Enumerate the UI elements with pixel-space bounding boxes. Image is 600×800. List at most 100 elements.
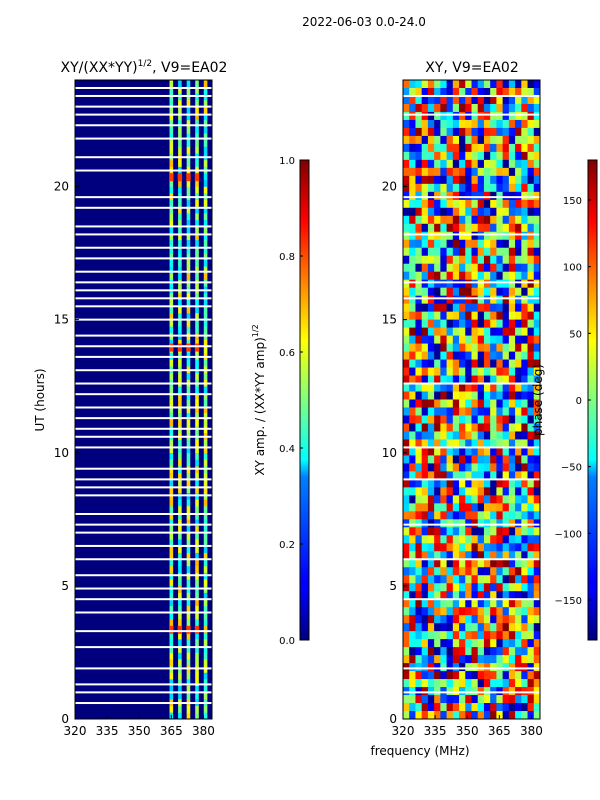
heatmap-cell xyxy=(186,113,191,121)
x-tick-label: 380 xyxy=(192,724,215,738)
heatmap-cell xyxy=(409,575,416,584)
heatmap-cell xyxy=(515,167,522,177)
heatmap-cell xyxy=(521,103,528,113)
heatmap-cell xyxy=(502,295,510,305)
heatmap-cell xyxy=(403,399,410,408)
heatmap-cell xyxy=(496,703,504,712)
heatmap-cell xyxy=(195,273,199,280)
y-tick-label: 10 xyxy=(382,446,397,460)
heatmap-cell xyxy=(403,199,410,209)
heatmap-cell xyxy=(465,543,472,552)
heatmap-cell xyxy=(427,335,435,344)
heatmap-cell xyxy=(496,447,504,456)
right-title: XY, V9=EA02 xyxy=(425,60,519,76)
heatmap-cell xyxy=(527,255,535,265)
heatmap-cell xyxy=(477,591,485,600)
heatmap-cell xyxy=(515,151,522,161)
heatmap-cell xyxy=(496,135,504,145)
heatmap-cell xyxy=(452,375,460,384)
heatmap-cell xyxy=(427,447,435,456)
heatmap-cell xyxy=(452,263,460,273)
heatmap-cell xyxy=(515,439,522,448)
heatmap-cell xyxy=(496,191,504,201)
heatmap-cell xyxy=(440,431,447,440)
heatmap-cell xyxy=(403,335,410,344)
heatmap-cell xyxy=(169,299,174,307)
heatmap-cell xyxy=(515,639,522,648)
heatmap-cell xyxy=(427,599,435,608)
data-gap xyxy=(75,196,212,199)
heatmap-cell xyxy=(533,175,541,185)
heatmap-cell xyxy=(421,159,429,169)
heatmap-cell xyxy=(178,552,182,560)
heatmap-cell xyxy=(483,287,491,297)
heatmap-cell xyxy=(508,167,516,177)
heatmap-cell xyxy=(515,391,522,400)
heatmap-cell xyxy=(521,655,528,664)
heatmap-cell xyxy=(186,559,191,567)
heatmap-cell xyxy=(496,215,504,225)
heatmap-cell xyxy=(521,455,528,464)
heatmap-cell xyxy=(178,139,182,147)
heatmap-cell xyxy=(440,415,447,424)
heatmap-cell xyxy=(521,127,528,137)
heatmap-cell xyxy=(446,511,454,520)
heatmap-cell xyxy=(521,231,528,241)
heatmap-cell xyxy=(434,599,441,608)
heatmap-cell xyxy=(496,239,504,249)
heatmap-cell xyxy=(533,407,541,416)
heatmap-cell xyxy=(527,119,535,129)
heatmap-cell xyxy=(409,303,416,313)
heatmap-cell xyxy=(186,259,191,267)
heatmap-cell xyxy=(521,343,528,352)
heatmap-cell xyxy=(195,99,199,107)
heatmap-cell xyxy=(527,559,535,568)
data-gap xyxy=(75,544,212,547)
data-gap xyxy=(75,156,212,159)
heatmap-cell xyxy=(452,127,460,137)
heatmap-cell xyxy=(203,519,208,527)
heatmap-cell xyxy=(527,639,535,648)
heatmap-cell xyxy=(459,255,466,265)
heatmap-cell xyxy=(521,359,528,368)
heatmap-cell xyxy=(203,253,208,261)
heatmap-cell xyxy=(186,186,191,194)
heatmap-cell xyxy=(446,543,454,552)
heatmap-cell xyxy=(427,607,435,616)
heatmap-cell xyxy=(496,655,504,664)
heatmap-cell xyxy=(533,303,541,313)
heatmap-cell xyxy=(477,303,485,313)
data-gap xyxy=(75,105,212,108)
heatmap-cell xyxy=(508,80,516,89)
heatmap-cell xyxy=(502,495,510,504)
heatmap-cell xyxy=(178,392,182,400)
heatmap-cell xyxy=(465,215,472,225)
heatmap-cell xyxy=(483,695,491,704)
heatmap-cell xyxy=(533,695,541,704)
heatmap-cell xyxy=(203,639,208,647)
heatmap-cell xyxy=(515,471,522,480)
heatmap-cell xyxy=(465,191,472,201)
heatmap-cell xyxy=(203,206,208,214)
heatmap-cell xyxy=(515,519,522,528)
heatmap-cell xyxy=(434,479,441,488)
heatmap-cell xyxy=(483,295,491,305)
heatmap-cell xyxy=(446,135,454,145)
heatmap-cell xyxy=(440,399,447,408)
heatmap-cell xyxy=(186,412,191,420)
heatmap-cell xyxy=(490,655,497,664)
left-title: XY/(XX*YY)1/2, V9=EA02 xyxy=(61,59,228,76)
heatmap-cell xyxy=(496,423,504,432)
heatmap-cell xyxy=(483,135,491,145)
heatmap-cell xyxy=(409,655,416,664)
heatmap-cell xyxy=(459,463,466,472)
heatmap-cell xyxy=(186,359,191,367)
heatmap-cell xyxy=(508,527,516,536)
left-gap-lines xyxy=(75,86,212,705)
heatmap-cell xyxy=(477,335,485,344)
heatmap-cell xyxy=(409,327,416,336)
heatmap-cell xyxy=(508,679,516,688)
heatmap-cell xyxy=(169,80,174,87)
heatmap-cell xyxy=(515,535,522,544)
